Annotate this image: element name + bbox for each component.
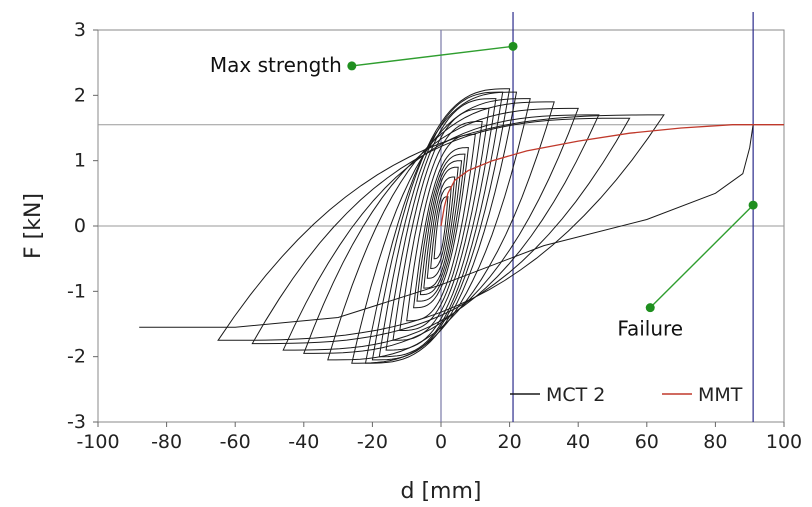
y-tick-label: 2 [74,84,86,106]
hysteresis-loop [419,160,463,296]
annotation-marker [347,61,357,71]
legend: MCT 2 MMT [510,384,743,406]
annotation-target-marker [508,41,518,51]
annotation-label: Failure [617,317,683,341]
hysteresis-loop [406,134,476,322]
hysteresis-loop [413,147,469,309]
annotation-marker [645,303,655,313]
hysteresis-loop [303,107,579,354]
y-tick-label: 0 [74,215,86,237]
annotations: Max strength Failure [210,41,758,341]
x-tick-label: 80 [703,431,727,453]
annotation-leader-line [351,45,514,67]
hysteresis-loop [217,114,665,341]
x-tick-label: -20 [357,431,388,453]
hysteresis-loop [351,98,531,364]
reference-lines [98,12,784,422]
final-branch-line [139,124,754,328]
y-tick-label: 1 [74,150,86,172]
x-axis-title: d [mm] [401,479,482,504]
hysteresis-loop [433,196,449,260]
annotation-leader-line [649,204,754,309]
hysteresis-loop [423,166,459,289]
x-tick-label: -100 [76,431,119,453]
y-axis-title: F [kN] [21,193,46,259]
y-tick-label: -3 [67,411,86,433]
hysteresis-loop [426,176,456,279]
hysteresis-loop [416,153,466,302]
hysteresis-loop [327,101,555,361]
mmt-line [440,124,784,227]
x-tick-label: 100 [766,431,802,453]
x-tick-label: -60 [220,431,251,453]
x-tick-label: -80 [151,431,182,453]
data-layer [139,88,784,364]
annotation-target-marker [748,200,758,210]
y-tick-label: -1 [67,280,86,302]
hysteresis-loop [251,117,631,345]
legend-label-mmt: MMT [698,384,743,406]
hysteresis-loop [399,121,483,331]
y-tick-label: 3 [74,19,86,41]
x-tick-label: 0 [435,431,447,453]
x-tick-label: 20 [498,431,522,453]
tick-labels: -100 -80 -60 -40 -20 0 20 40 60 80 100 -3 -2 -1 0 1 2 3 [67,19,802,453]
hysteresis-loop [364,91,518,364]
hysteresis-loop [282,114,600,351]
annotation-label: Max strength [210,53,342,77]
x-tick-label: -40 [288,431,319,453]
x-tick-label: 60 [635,431,659,453]
x-tick-label: 40 [566,431,590,453]
y-tick-label: -2 [67,346,86,368]
legend-label-mct2: MCT 2 [546,384,605,406]
